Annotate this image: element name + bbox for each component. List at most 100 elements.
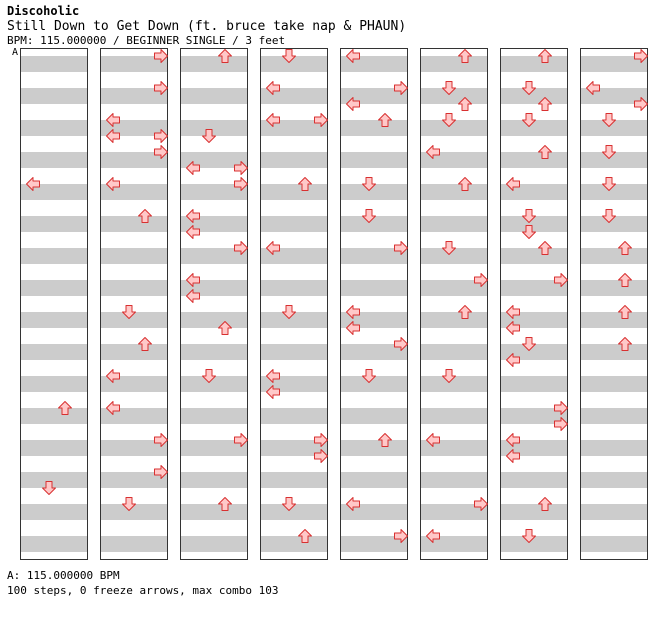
arrow-left-icon bbox=[185, 208, 201, 224]
arrow-up-icon bbox=[137, 208, 153, 224]
beat-band bbox=[581, 248, 647, 264]
beat-band bbox=[341, 184, 407, 200]
measure-column-3 bbox=[180, 48, 248, 560]
beat-band bbox=[181, 120, 247, 136]
arrow-left-icon bbox=[425, 432, 441, 448]
beat-band bbox=[101, 184, 167, 200]
measure-column-6 bbox=[420, 48, 488, 560]
beat-band bbox=[421, 184, 487, 200]
beat-band bbox=[341, 376, 407, 392]
beat-band bbox=[341, 440, 407, 456]
beat-band bbox=[261, 344, 327, 360]
beat-band bbox=[501, 312, 567, 328]
arrow-left-icon bbox=[265, 368, 281, 384]
bpm-legend: A: 115.000000 BPM bbox=[7, 569, 120, 582]
arrow-down-icon bbox=[361, 176, 377, 192]
beat-band bbox=[421, 88, 487, 104]
arrow-left-icon bbox=[265, 384, 281, 400]
arrow-up-icon bbox=[377, 112, 393, 128]
beat-band bbox=[421, 312, 487, 328]
arrow-down-icon bbox=[521, 208, 537, 224]
arrow-right-icon bbox=[633, 48, 649, 64]
measure-column-7 bbox=[500, 48, 568, 560]
beat-band bbox=[261, 184, 327, 200]
beat-band bbox=[581, 440, 647, 456]
beat-band bbox=[341, 88, 407, 104]
arrow-up-icon bbox=[457, 176, 473, 192]
song-title: Still Down to Get Down (ft. bruce take n… bbox=[7, 19, 407, 34]
beat-band bbox=[341, 216, 407, 232]
beat-band bbox=[181, 536, 247, 552]
beat-band bbox=[21, 280, 87, 296]
arrow-left-icon bbox=[105, 176, 121, 192]
beat-band bbox=[421, 440, 487, 456]
beat-band bbox=[21, 56, 87, 72]
arrow-left-icon bbox=[505, 352, 521, 368]
arrow-left-icon bbox=[265, 240, 281, 256]
arrow-up-icon bbox=[217, 496, 233, 512]
beat-band bbox=[341, 56, 407, 72]
beat-band bbox=[261, 152, 327, 168]
beat-band bbox=[421, 472, 487, 488]
beat-band bbox=[261, 56, 327, 72]
beat-band bbox=[581, 536, 647, 552]
arrow-down-icon bbox=[281, 496, 297, 512]
beat-band bbox=[581, 280, 647, 296]
beat-band bbox=[21, 184, 87, 200]
beat-band bbox=[501, 216, 567, 232]
arrow-up-icon bbox=[297, 528, 313, 544]
beat-band bbox=[501, 152, 567, 168]
measure-column-8 bbox=[580, 48, 648, 560]
arrow-left-icon bbox=[105, 400, 121, 416]
arrow-down-icon bbox=[41, 480, 57, 496]
arrow-right-icon bbox=[393, 336, 409, 352]
arrow-up-icon bbox=[377, 432, 393, 448]
beat-band bbox=[181, 408, 247, 424]
beat-band bbox=[21, 536, 87, 552]
beat-band bbox=[421, 56, 487, 72]
beat-band bbox=[101, 312, 167, 328]
arrow-right-icon bbox=[153, 80, 169, 96]
arrow-right-icon bbox=[393, 528, 409, 544]
arrow-right-icon bbox=[233, 240, 249, 256]
arrow-up-icon bbox=[137, 336, 153, 352]
beat-band bbox=[21, 408, 87, 424]
arrow-right-icon bbox=[153, 128, 169, 144]
arrow-left-icon bbox=[105, 368, 121, 384]
beat-band bbox=[581, 408, 647, 424]
beat-band bbox=[21, 504, 87, 520]
beat-band bbox=[501, 56, 567, 72]
beat-band bbox=[21, 216, 87, 232]
arrow-down-icon bbox=[521, 112, 537, 128]
arrow-down-icon bbox=[521, 224, 537, 240]
beat-band bbox=[261, 120, 327, 136]
beat-band bbox=[181, 504, 247, 520]
beat-band bbox=[581, 120, 647, 136]
arrow-down-icon bbox=[521, 336, 537, 352]
beat-band bbox=[501, 376, 567, 392]
beat-band bbox=[101, 280, 167, 296]
arrow-up-icon bbox=[457, 304, 473, 320]
beat-band bbox=[421, 344, 487, 360]
beat-band bbox=[341, 312, 407, 328]
beat-band bbox=[421, 280, 487, 296]
arrow-left-icon bbox=[265, 112, 281, 128]
beat-band bbox=[181, 344, 247, 360]
step-summary: 100 steps, 0 freeze arrows, max combo 10… bbox=[7, 584, 279, 597]
beat-band bbox=[501, 120, 567, 136]
beat-band bbox=[261, 280, 327, 296]
beat-band bbox=[341, 248, 407, 264]
beat-band bbox=[581, 376, 647, 392]
beat-band bbox=[341, 120, 407, 136]
arrow-right-icon bbox=[153, 48, 169, 64]
arrow-right-icon bbox=[313, 448, 329, 464]
beat-band bbox=[181, 56, 247, 72]
beat-band bbox=[101, 408, 167, 424]
arrow-left-icon bbox=[345, 320, 361, 336]
beat-band bbox=[421, 248, 487, 264]
arrow-left-icon bbox=[505, 176, 521, 192]
beat-band bbox=[181, 152, 247, 168]
arrow-left-icon bbox=[105, 128, 121, 144]
beat-band bbox=[101, 216, 167, 232]
beat-band bbox=[181, 440, 247, 456]
